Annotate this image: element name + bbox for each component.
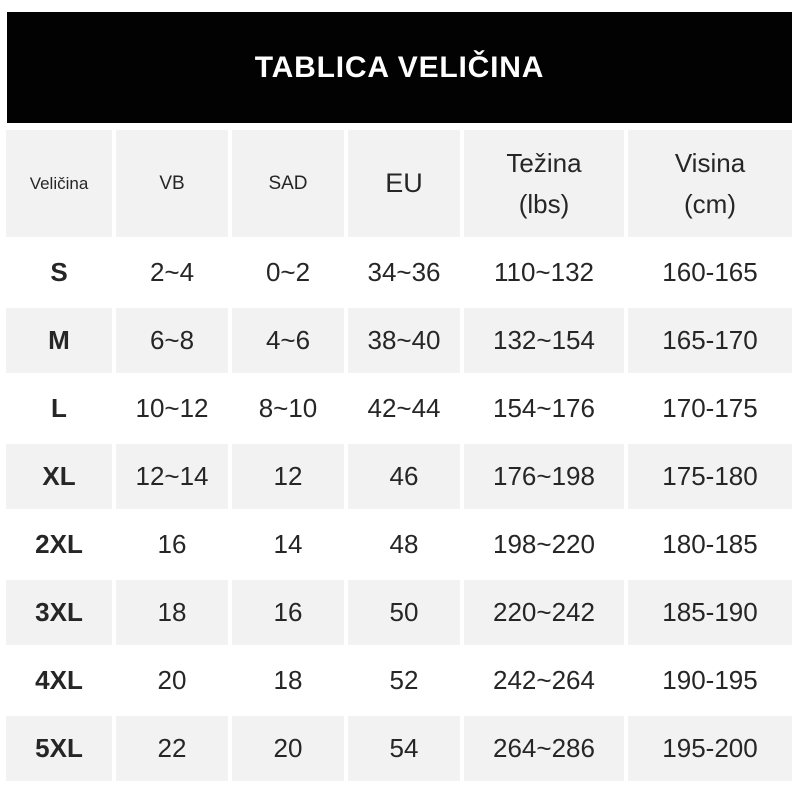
col-header-weight-unit: (lbs) (518, 188, 570, 219)
table-row-3xl: 3XL 18 16 50 220~242 185-190 (6, 580, 792, 645)
cell-xl-us: 12 (232, 444, 344, 509)
cell-l-height: 170-175 (628, 376, 792, 441)
cell-s-height: 160-165 (628, 240, 792, 305)
title-banner: TABLICA VELIČINA (7, 12, 792, 123)
cell-2xl-size: 2XL (6, 512, 112, 577)
cell-2xl-weight: 198~220 (464, 512, 624, 577)
col-header-height: Visina (cm) (628, 130, 792, 237)
col-header-eu-label: EU (385, 168, 423, 198)
table-body: S 2~4 0~2 34~36 110~132 160-165 M 6~8 4~6 38~40 13… (6, 240, 792, 781)
cell-l-eu: 42~44 (348, 376, 460, 441)
size-chart-table: Veličina VB SAD EU Težina (lbs) Visina ( (2, 127, 796, 784)
cell-xl-uk: 12~14 (116, 444, 228, 509)
col-header-sad-label: SAD (268, 172, 308, 194)
cell-s-eu: 34~36 (348, 240, 460, 305)
cell-3xl-weight: 220~242 (464, 580, 624, 645)
cell-m-weight: 132~154 (464, 308, 624, 373)
col-header-height-label: Visina (674, 148, 746, 179)
cell-4xl-weight: 242~264 (464, 648, 624, 713)
cell-s-uk: 2~4 (116, 240, 228, 305)
cell-s-size: S (6, 240, 112, 305)
cell-5xl-uk: 22 (116, 716, 228, 781)
cell-2xl-height: 180-185 (628, 512, 792, 577)
cell-4xl-size: 4XL (6, 648, 112, 713)
page-title: TABLICA VELIČINA (254, 50, 545, 84)
cell-s-us: 0~2 (232, 240, 344, 305)
cell-4xl-uk: 20 (116, 648, 228, 713)
cell-2xl-us: 14 (232, 512, 344, 577)
cell-3xl-size: 3XL (6, 580, 112, 645)
cell-l-uk: 10~12 (116, 376, 228, 441)
cell-4xl-eu: 52 (348, 648, 460, 713)
cell-4xl-us: 18 (232, 648, 344, 713)
cell-l-us: 8~10 (232, 376, 344, 441)
cell-2xl-eu: 48 (348, 512, 460, 577)
table-row-4xl: 4XL 20 18 52 242~264 190-195 (6, 648, 792, 713)
col-header-vb-label: VB (159, 172, 185, 194)
col-header-sad: SAD (232, 130, 344, 237)
cell-5xl-weight: 264~286 (464, 716, 624, 781)
cell-m-height: 165-170 (628, 308, 792, 373)
cell-5xl-us: 20 (232, 716, 344, 781)
cell-xl-weight: 176~198 (464, 444, 624, 509)
col-header-size: Veličina (6, 130, 112, 237)
cell-xl-size: XL (6, 444, 112, 509)
cell-3xl-uk: 18 (116, 580, 228, 645)
cell-s-weight: 110~132 (464, 240, 624, 305)
cell-3xl-us: 16 (232, 580, 344, 645)
cell-l-weight: 154~176 (464, 376, 624, 441)
cell-4xl-height: 190-195 (628, 648, 792, 713)
table-row-xl: XL 12~14 12 46 176~198 175-180 (6, 444, 792, 509)
col-header-size-label: Veličina (29, 173, 89, 193)
cell-l-size: L (6, 376, 112, 441)
table-header-row: Veličina VB SAD EU Težina (lbs) Visina ( (6, 130, 792, 237)
col-header-weight-label: Težina (506, 148, 582, 179)
cell-m-eu: 38~40 (348, 308, 460, 373)
cell-m-uk: 6~8 (116, 308, 228, 373)
cell-xl-eu: 46 (348, 444, 460, 509)
col-header-height-unit: (cm) (684, 188, 736, 219)
table-row-2xl: 2XL 16 14 48 198~220 180-185 (6, 512, 792, 577)
cell-3xl-height: 185-190 (628, 580, 792, 645)
cell-2xl-uk: 16 (116, 512, 228, 577)
cell-3xl-eu: 50 (348, 580, 460, 645)
cell-xl-height: 175-180 (628, 444, 792, 509)
cell-5xl-size: 5XL (6, 716, 112, 781)
cell-m-us: 4~6 (232, 308, 344, 373)
col-header-eu: EU (348, 130, 460, 237)
table-row-l: L 10~12 8~10 42~44 154~176 170-175 (6, 376, 792, 441)
col-header-vb: VB (116, 130, 228, 237)
col-header-weight: Težina (lbs) (464, 130, 624, 237)
cell-5xl-eu: 54 (348, 716, 460, 781)
cell-m-size: M (6, 308, 112, 373)
table-row-5xl: 5XL 22 20 54 264~286 195-200 (6, 716, 792, 781)
table-row-s: S 2~4 0~2 34~36 110~132 160-165 (6, 240, 792, 305)
table-row-m: M 6~8 4~6 38~40 132~154 165-170 (6, 308, 792, 373)
cell-5xl-height: 195-200 (628, 716, 792, 781)
